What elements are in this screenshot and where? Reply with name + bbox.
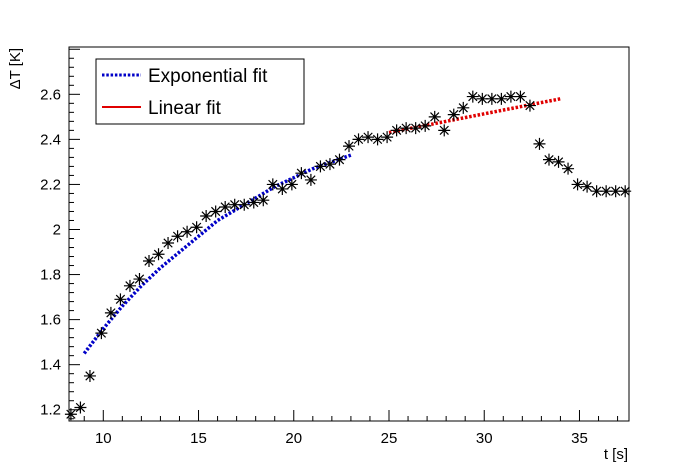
- data-point: [428, 110, 441, 123]
- legend: Exponential fit Linear fit: [95, 58, 305, 125]
- data-point: [266, 178, 279, 191]
- x-tick-label: 30: [476, 430, 493, 447]
- data-point: [143, 255, 155, 268]
- y-tick-label: 1.4: [40, 357, 61, 374]
- data-point: [485, 92, 498, 105]
- data-point: [95, 327, 108, 340]
- data-point: [238, 198, 251, 211]
- data-point: [552, 155, 565, 168]
- data-point: [504, 90, 517, 103]
- data-point: [476, 92, 489, 105]
- data-point: [562, 162, 575, 175]
- data-point: [619, 185, 632, 198]
- data-point: [523, 99, 536, 112]
- data-point: [228, 198, 241, 211]
- legend-label-exponential: Exponential fit: [148, 66, 268, 87]
- data-point: [533, 137, 546, 150]
- linear-fit-line: [388, 97, 561, 135]
- data-point: [438, 124, 451, 137]
- data-point: [457, 101, 470, 114]
- y-axis-title: ΔT [K]: [7, 48, 24, 89]
- data-point: [304, 173, 317, 186]
- data-point: [190, 221, 203, 234]
- data-point: [209, 205, 222, 218]
- data-point: [609, 185, 622, 198]
- data-point: [64, 408, 77, 421]
- y-tick-label: 1.2: [40, 402, 61, 419]
- x-tick-label: 25: [381, 430, 398, 447]
- data-point: [276, 182, 289, 195]
- plot-frame: [68, 46, 630, 422]
- x-tick-label: 35: [571, 430, 588, 447]
- exponential-fit-line: [82, 153, 352, 355]
- data-point: [381, 131, 394, 144]
- data-point: [104, 306, 117, 319]
- data-point: [409, 122, 422, 135]
- axis-ticks: 10 15 20 25 30 35 1.2 1.4 1.6 1.8 2 2.2 2.4 2.6: [40, 48, 619, 447]
- data-point: [152, 248, 165, 261]
- data-point: [466, 90, 479, 103]
- data-point: [123, 279, 136, 292]
- y-tick-label: 2: [53, 221, 61, 238]
- data-point: [543, 153, 555, 166]
- legend-box: [95, 58, 305, 125]
- data-point: [419, 119, 432, 132]
- data-point: [590, 185, 603, 198]
- x-tick-label: 20: [285, 430, 302, 447]
- data-point: [371, 133, 384, 146]
- x-tick-label: 15: [190, 430, 207, 447]
- data-point: [83, 369, 96, 382]
- data-point: [285, 178, 298, 191]
- data-point: [495, 92, 508, 105]
- x-tick-label: 10: [95, 430, 112, 447]
- x-axis-title: t [s]: [604, 446, 628, 463]
- data-point: [343, 140, 355, 153]
- data-point: [295, 167, 308, 180]
- data-point: [74, 401, 87, 414]
- fit-lines: [82, 97, 561, 355]
- y-tick-label: 1.6: [40, 312, 61, 329]
- data-point: [333, 153, 346, 166]
- data-point: [181, 225, 194, 238]
- data-point: [352, 133, 365, 146]
- data-point: [200, 209, 213, 222]
- data-point: [257, 194, 270, 207]
- data-point: [571, 178, 584, 191]
- data-point: [219, 200, 232, 213]
- legend-label-linear: Linear fit: [148, 98, 222, 119]
- data-point: [133, 273, 146, 286]
- data-points: [64, 90, 632, 421]
- data-point: [323, 158, 336, 171]
- data-point: [390, 124, 403, 137]
- data-point: [114, 293, 127, 306]
- y-tick-label: 2.4: [40, 131, 61, 148]
- data-point: [362, 131, 375, 144]
- y-tick-label: 1.8: [40, 267, 61, 284]
- data-point: [447, 108, 460, 121]
- data-point: [171, 230, 184, 243]
- data-point: [314, 160, 327, 173]
- data-point: [514, 90, 527, 103]
- data-point: [581, 180, 594, 193]
- data-point: [400, 122, 413, 135]
- data-point: [162, 237, 175, 250]
- y-tick-label: 2.2: [40, 176, 61, 193]
- data-point: [600, 185, 613, 198]
- data-point: [247, 196, 260, 209]
- y-tick-label: 2.6: [40, 86, 61, 103]
